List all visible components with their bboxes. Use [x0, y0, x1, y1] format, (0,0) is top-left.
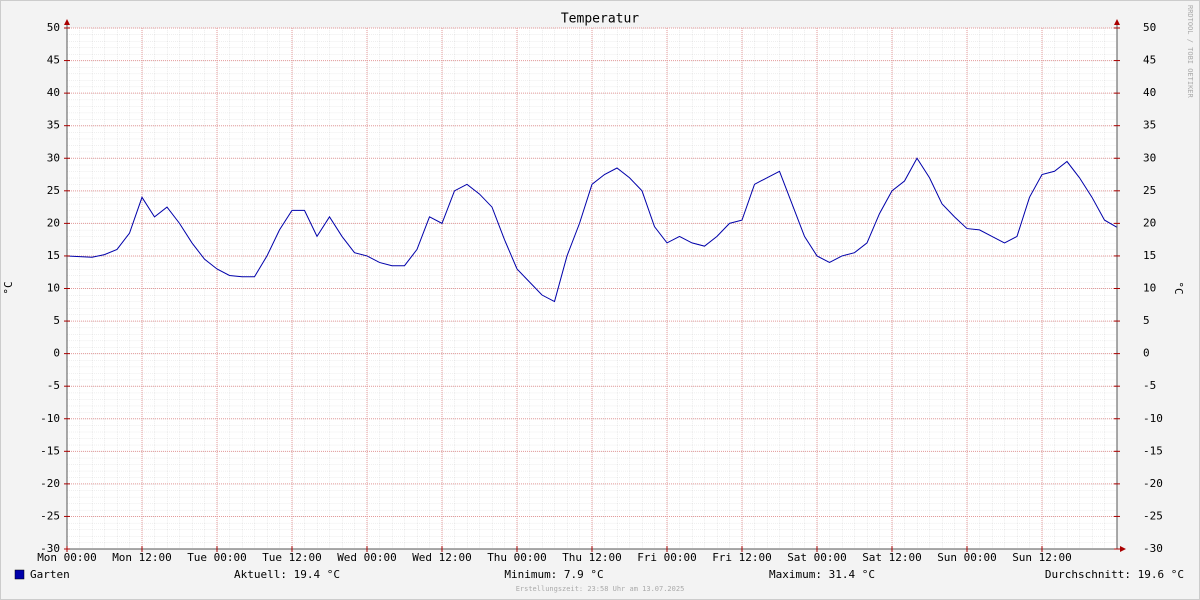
stat-text: Minimum: 7.9 °C	[504, 568, 603, 581]
y2-tick-label: 35	[1143, 119, 1156, 132]
x-tick-label: Tue 12:00	[262, 551, 322, 564]
x-tick-label: Mon 12:00	[112, 551, 172, 564]
y-tick-label: 20	[47, 216, 60, 229]
footer: Erstellungszeit: 23:58 Uhr am 13.07.2025	[516, 585, 685, 593]
y2-tick-label: 40	[1143, 86, 1156, 99]
chart-title: Temperatur	[561, 12, 639, 27]
x-tick-label: Sun 00:00	[937, 551, 997, 564]
y-tick-label: 5	[53, 314, 60, 327]
x-tick-label: Tue 00:00	[187, 551, 247, 564]
stat-text: Aktuell: 19.4 °C	[234, 568, 340, 581]
y2-tick-label: -20	[1143, 477, 1163, 490]
x-tick-label: Sun 12:00	[1012, 551, 1072, 564]
data-line	[66, 157, 1118, 303]
y-tick-label: -15	[40, 444, 60, 457]
y2-tick-label: -25	[1143, 509, 1163, 522]
y2-tick-label: 15	[1143, 249, 1156, 262]
y-tick-label: 25	[47, 184, 60, 197]
y2-tick-label: -10	[1143, 412, 1163, 425]
stat-text: Durchschnitt: 19.6 °C	[1045, 568, 1184, 581]
y-tick-label: -20	[40, 477, 60, 490]
y2-tick-label: -30	[1143, 542, 1163, 555]
y2-tick-label: 10	[1143, 282, 1156, 295]
x-tick-label: Fri 12:00	[712, 551, 772, 564]
y-tick-label: 15	[47, 249, 60, 262]
y2-tick-label: 0	[1143, 347, 1150, 360]
legend-label: Garten	[30, 568, 70, 581]
x-tick-label: Fri 00:00	[637, 551, 697, 564]
y2-tick-label: 20	[1143, 216, 1156, 229]
x-tick-label: Sat 00:00	[787, 551, 847, 564]
y-tick-label: 10	[47, 282, 60, 295]
x-tick-label: Wed 12:00	[412, 551, 472, 564]
x-tick-label: Wed 00:00	[337, 551, 397, 564]
legend-swatch	[14, 569, 25, 580]
y-tick-label: 45	[47, 54, 60, 67]
x-tick-label: Mon 00:00	[37, 551, 97, 564]
y-tick-label: 35	[47, 119, 60, 132]
x-tick-label: Thu 12:00	[562, 551, 622, 564]
y2-tick-label: 45	[1143, 54, 1156, 67]
y-tick-label: 0	[53, 347, 60, 360]
y2-tick-label: 30	[1143, 151, 1156, 164]
y2-tick-label: -15	[1143, 444, 1163, 457]
y2-tick-label: 5	[1143, 314, 1150, 327]
y2-axis-label: °C	[1172, 281, 1185, 294]
y-axis-label: °C	[2, 281, 15, 294]
y-tick-label: 50	[47, 21, 60, 34]
axis-arrow	[1114, 19, 1120, 25]
axis-arrow	[1120, 546, 1126, 552]
y-tick-label: 40	[47, 86, 60, 99]
y2-tick-label: 25	[1143, 184, 1156, 197]
y-tick-label: 30	[47, 151, 60, 164]
x-tick-label: Thu 00:00	[487, 551, 547, 564]
watermark: RRDTOOL / TOBI OETIKER	[1186, 5, 1194, 99]
y2-tick-label: -5	[1143, 379, 1156, 392]
y-tick-label: -5	[47, 379, 60, 392]
y-tick-label: -10	[40, 412, 60, 425]
x-tick-label: Sat 12:00	[862, 551, 922, 564]
axis-arrow	[64, 19, 70, 25]
y-tick-label: -30	[40, 542, 60, 555]
y2-tick-label: 50	[1143, 21, 1156, 34]
stat-text: Maximum: 31.4 °C	[769, 568, 875, 581]
y-tick-label: -25	[40, 509, 60, 522]
